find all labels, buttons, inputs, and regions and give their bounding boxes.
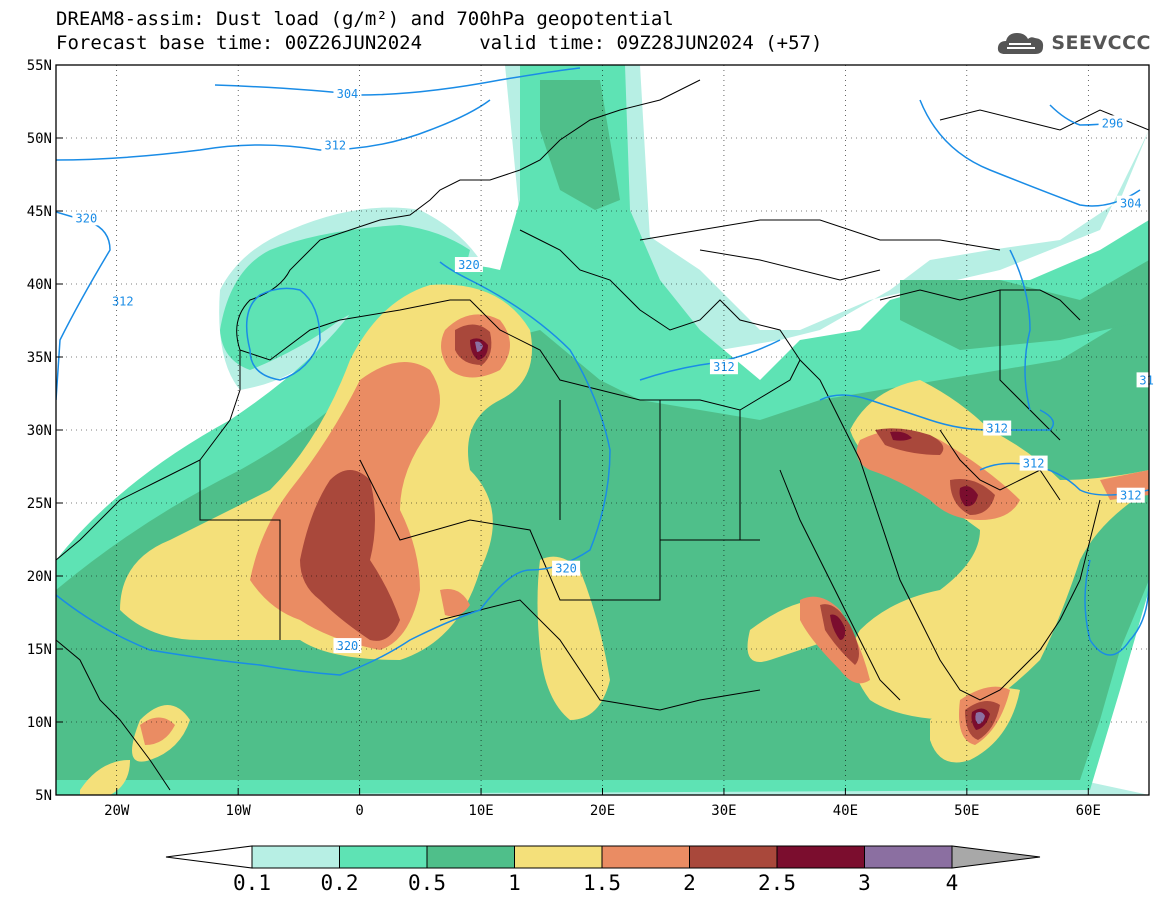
contour-label-bg	[454, 257, 483, 273]
lon-label: 40E	[833, 803, 858, 819]
contour-label: 304	[1120, 197, 1142, 211]
contour-label-bg	[333, 86, 362, 102]
colorbar-labels: 0.1 0.2 0.5 1 1.5 2 2.5 3 4	[233, 871, 958, 895]
lat-label: 35N	[27, 350, 52, 366]
contour-label-bg	[552, 560, 581, 576]
contour-label: 312	[713, 360, 735, 374]
map-title: DREAM8-assim: Dust load (g/m²) and 700hP…	[56, 8, 674, 30]
coastlines-borders	[56, 79, 1149, 791]
lat-label: 15N	[27, 642, 52, 658]
seevccc-logo: SEEVCCC	[995, 28, 1151, 58]
lon-label: 50E	[954, 803, 979, 819]
contour-label-bg	[1136, 372, 1157, 388]
colorbar-swatch	[251, 845, 340, 869]
colorbar-swatch	[689, 845, 778, 869]
colorbar-swatch	[776, 845, 865, 869]
map-frame	[55, 64, 1150, 796]
lon-label: 60E	[1076, 803, 1101, 819]
latitude-labels: 55N 50N 45N 40N 35N 30N 25N 20N 15N 10N 5N	[27, 58, 52, 804]
contour-label-bg	[983, 420, 1012, 436]
contour-label: 320	[337, 639, 359, 653]
contour-label-bg	[709, 359, 738, 375]
colorbar-label: 1	[508, 871, 521, 895]
contour-label: 312	[1023, 457, 1045, 471]
colorbar-swatch	[339, 845, 428, 869]
geopotential-contours	[56, 67, 1149, 676]
colorbar-label: 1.5	[583, 871, 621, 895]
lon-label: 10W	[226, 803, 252, 819]
colorbar-label: 2.5	[758, 871, 796, 895]
dust-level-3	[475, 341, 985, 724]
contour-label: 312	[986, 422, 1008, 436]
logo-text: SEEVCCC	[1051, 32, 1151, 54]
contour-label-bg	[1116, 195, 1145, 211]
lat-label: 45N	[27, 204, 52, 220]
contour-label: 320	[458, 258, 480, 272]
colorbar-swatch	[601, 845, 690, 869]
lon-label: 10E	[468, 803, 493, 819]
colorbar-swatch	[426, 845, 515, 869]
colorbar-label: 0.5	[408, 871, 446, 895]
longitude-labels: 20W 10W 0 10E 20E 30E 40E 50E 60E	[104, 803, 1101, 819]
lat-label: 30N	[27, 423, 52, 439]
contour-label: 312	[1120, 489, 1142, 503]
contour-label-bg	[321, 137, 350, 153]
lat-label: 55N	[27, 58, 52, 74]
contour-label: 312	[112, 295, 134, 309]
contour-label: 312	[324, 138, 346, 152]
contour-label: 304	[337, 87, 359, 101]
colorbar-label: 4	[946, 871, 959, 895]
contour-label-bg	[1116, 487, 1145, 503]
cloud-icon	[998, 33, 1044, 54]
colorbar-label: 2	[683, 871, 696, 895]
colorbar-label: 0.2	[321, 871, 359, 895]
forecast-time-line: Forecast base time: 00Z26JUN2024 valid t…	[56, 32, 823, 54]
colorbar	[165, 845, 1041, 869]
contour-label-bg	[333, 638, 362, 654]
lat-label: 5N	[35, 788, 52, 804]
colorbar-swatch	[864, 845, 953, 869]
contour-labels: 304 312 320 312 320 312 312 312 312 320 320 296 304 3…	[72, 86, 1157, 654]
lat-label: 25N	[27, 496, 52, 512]
contour-label-bg	[1019, 455, 1048, 471]
colorbar-under-triangle	[165, 845, 253, 869]
contour-label: 31	[1139, 373, 1153, 387]
lon-label: 0	[355, 803, 363, 819]
lat-label: 20N	[27, 569, 52, 585]
lon-label: 20E	[590, 803, 615, 819]
colorbar-label: 3	[858, 871, 871, 895]
lat-label: 50N	[27, 131, 52, 147]
contour-label: 320	[76, 211, 98, 225]
colorbar-over-triangle	[951, 845, 1041, 869]
lon-label: 30E	[711, 803, 736, 819]
lat-label: 10N	[27, 715, 52, 731]
contour-label-bg	[72, 210, 101, 226]
lat-label: 40N	[27, 277, 52, 293]
contour-label-bg	[108, 293, 137, 309]
lon-label: 20W	[104, 803, 130, 819]
colorbar-swatch	[514, 845, 603, 869]
colorbar-label: 0.1	[233, 871, 271, 895]
contour-label: 320	[555, 562, 577, 576]
contour-label-bg	[1098, 115, 1127, 131]
contour-label: 296	[1102, 116, 1124, 130]
